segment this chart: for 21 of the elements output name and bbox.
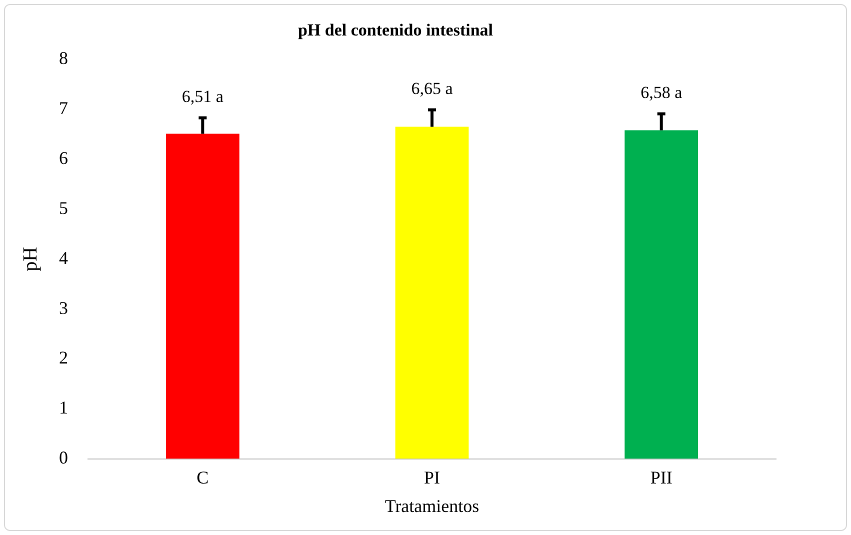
x-axis-title: Tratamientos — [384, 496, 480, 516]
y-tick-label: 4 — [59, 248, 68, 268]
bar — [624, 130, 698, 459]
y-tick-label: 6 — [59, 148, 68, 168]
y-tick-label: 1 — [59, 398, 68, 418]
data-label: 6,58 a — [640, 82, 683, 102]
data-label: 6,65 a — [411, 78, 454, 98]
chart-title: pH del contenido intestinal — [298, 20, 494, 40]
bar — [166, 134, 240, 459]
data-label: 6,51 a — [182, 86, 224, 106]
y-tick-label: 7 — [59, 98, 68, 118]
y-tick-label: 5 — [59, 198, 68, 218]
y-tick-label: 8 — [59, 48, 68, 68]
y-tick-label: 2 — [59, 348, 68, 368]
y-tick-label: 0 — [59, 448, 68, 468]
bar — [395, 126, 469, 459]
y-tick-label: 3 — [59, 298, 68, 318]
y-axis-title: pH — [19, 246, 42, 272]
x-tick-label: PI — [424, 467, 440, 488]
x-tick-label: C — [196, 467, 209, 488]
x-tick-label: PII — [650, 467, 672, 488]
